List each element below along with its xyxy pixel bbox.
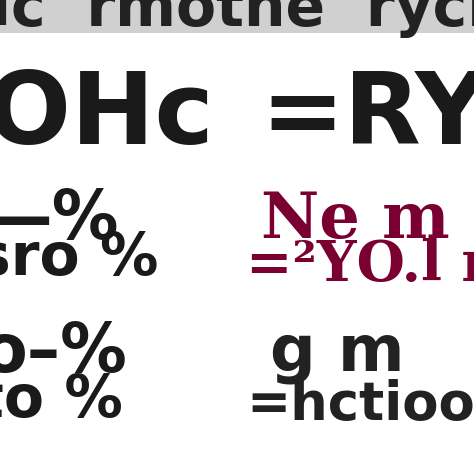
Text: o–%: o–% [0, 320, 127, 386]
Text: =hctioolt: =hctioolt [246, 379, 474, 431]
Text: Ne m: Ne m [261, 190, 449, 251]
Text: g m: g m [270, 322, 405, 384]
Text: ic  rmothe  rychol: ic rmothe rychol [0, 0, 474, 38]
FancyBboxPatch shape [0, 0, 474, 33]
Text: =RY%: =RY% [261, 68, 474, 164]
Text: =²YO.l m: =²YO.l m [246, 238, 474, 293]
Text: —%: —% [0, 187, 119, 254]
Text: sro %: sro % [0, 230, 159, 287]
Text: OHc: OHc [0, 68, 213, 164]
Text: to %: to % [0, 372, 123, 429]
